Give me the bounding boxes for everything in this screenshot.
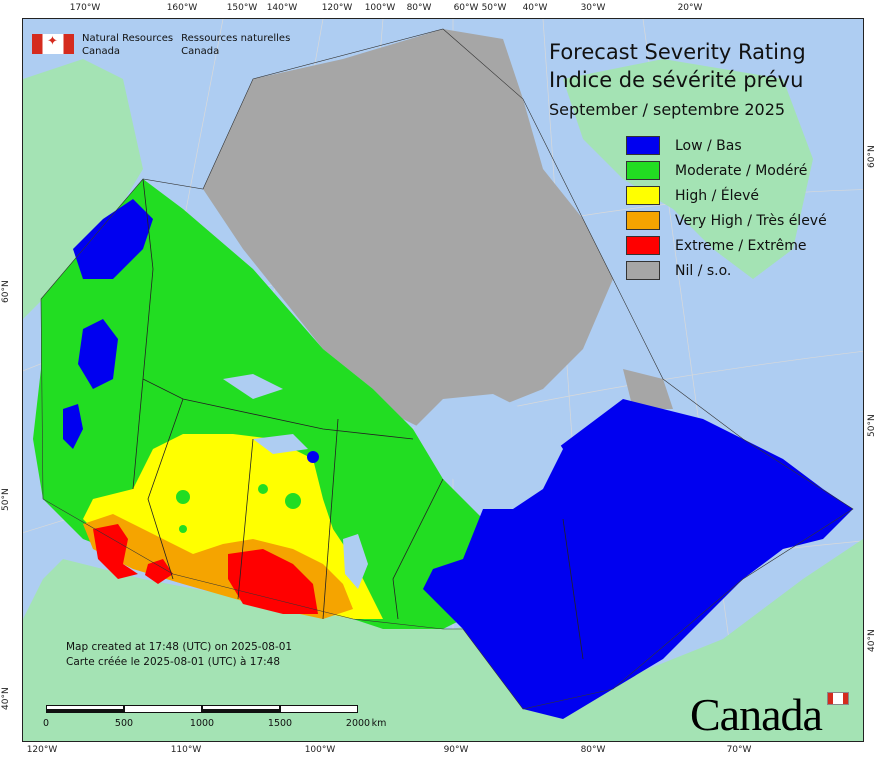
legend-item: Very High / Très élevé — [626, 208, 827, 233]
scale-segment — [124, 705, 202, 713]
map-title-period: September / septembre 2025 — [549, 100, 786, 119]
legend-item: Moderate / Modéré — [626, 158, 827, 183]
canada-outline — [40, 28, 854, 710]
alaska-land — [23, 59, 143, 319]
scale-segment-fill — [46, 709, 124, 713]
bottom-tick-label: 110°W — [170, 745, 202, 755]
creation-note-fr: Carte créée le 2025-08-01 (UTC) à 17:48 — [66, 656, 281, 668]
province-borders — [132, 178, 584, 660]
greenland-land — [563, 59, 813, 279]
map-title-en: Forecast Severity Rating — [549, 40, 806, 64]
legend-swatch-low — [626, 136, 660, 155]
map-title-fr: Indice de sévérité prévu — [549, 68, 804, 92]
left-tick-label: 60°N — [1, 280, 11, 303]
legend-label: Extreme / Extrême — [675, 237, 807, 254]
scale-bar: 0 500 1000 1500 2000 km — [42, 705, 386, 730]
top-tick-label: 170°W — [69, 3, 101, 13]
legend-swatch-very-high — [626, 211, 660, 230]
legend-label: Moderate / Modéré — [675, 162, 808, 179]
top-tick-label: 30°W — [580, 3, 606, 13]
top-tick-label: 150°W — [226, 3, 258, 13]
left-tick-label: 50°N — [1, 488, 11, 511]
top-tick-label: 80°W — [406, 3, 432, 13]
moderate-patch — [179, 525, 187, 533]
legend-item: Extreme / Extrême — [626, 233, 827, 258]
legend-swatch-extreme — [626, 236, 660, 255]
great-bear-lake — [223, 374, 283, 399]
map-title-block: Forecast Severity Rating Indice de sévér… — [549, 38, 806, 124]
agency-name-en: Natural Resources Canada — [82, 32, 173, 58]
legend-swatch-nil — [626, 261, 660, 280]
usa-land — [23, 539, 863, 741]
top-tick-label: 100°W — [364, 3, 396, 13]
bottom-tick-label: 100°W — [304, 745, 336, 755]
scale-unit: km — [371, 718, 387, 729]
top-tick-label: 60°W — [453, 3, 479, 13]
legend-label: Very High / Très élevé — [675, 212, 827, 229]
low-region-yukon — [73, 199, 153, 279]
right-tick-label: 50°N — [867, 414, 877, 437]
legend-label: High / Élevé — [675, 187, 760, 204]
extreme-region-se-bc — [145, 559, 173, 584]
legend-item: Nil / s.o. — [626, 258, 827, 283]
bottom-tick-label: 90°W — [443, 745, 469, 755]
right-tick-label: 40°N — [867, 629, 877, 652]
top-tick-label: 20°W — [677, 3, 703, 13]
bottom-tick-label: 80°W — [580, 745, 606, 755]
scale-label: 1000 — [189, 718, 215, 729]
creation-note: Map created at 17:48 (UTC) on 2025-08-01… — [66, 640, 292, 670]
canada-wordmark: Canada — [690, 689, 823, 740]
scale-label: 0 — [42, 718, 50, 729]
agency-name-fr: Ressources naturelles Canada — [181, 32, 290, 58]
legend-label: Nil / s.o. — [675, 262, 732, 279]
moderate-patch — [285, 493, 301, 509]
agency-name-en-line1: Natural Resources — [82, 33, 174, 44]
legend-item: High / Élevé — [626, 183, 827, 208]
top-tick-label: 140°W — [266, 3, 298, 13]
wordmark-flag-icon — [827, 692, 849, 705]
legend-swatch-high — [626, 186, 660, 205]
hudson-bay — [413, 394, 563, 509]
top-tick-label: 120°W — [321, 3, 353, 13]
great-slave-lake — [253, 434, 308, 454]
nil-north-region — [203, 29, 613, 439]
agency-name-fr-line2: Canada — [181, 46, 220, 57]
lake-winnipeg — [343, 534, 368, 589]
top-tick-label: 50°W — [481, 3, 507, 13]
right-tick-label: 60°N — [867, 145, 877, 168]
scale-segment — [280, 705, 358, 713]
legend-label: Low / Bas — [675, 137, 742, 154]
scale-label: 2000 — [345, 718, 371, 729]
extreme-region-prairies — [228, 549, 318, 614]
legend-item: Low / Bas — [626, 133, 827, 158]
extreme-region-bc — [93, 524, 138, 579]
map-frame — [22, 18, 864, 742]
bottom-tick-label: 70°W — [726, 745, 752, 755]
top-tick-label: 40°W — [522, 3, 548, 13]
top-tick-label: 160°W — [166, 3, 198, 13]
low-region-bc-north — [78, 319, 118, 389]
scale-label: 1500 — [267, 718, 293, 729]
scale-segment-fill — [202, 709, 280, 713]
moderate-patch — [258, 484, 268, 494]
agency-name-fr-line1: Ressources naturelles — [181, 33, 291, 44]
moderate-patch — [176, 490, 190, 504]
creation-note-en: Map created at 17:48 (UTC) on 2025-08-01 — [66, 641, 293, 653]
low-patch — [307, 451, 319, 463]
legend-swatch-moderate — [626, 161, 660, 180]
left-tick-label: 40°N — [1, 687, 11, 710]
low-region-bc-coast — [63, 404, 83, 449]
canada-flag-icon — [32, 34, 74, 54]
scale-label: 500 — [114, 718, 134, 729]
bottom-tick-label: 120°W — [26, 745, 58, 755]
agency-name-en-line2: Canada — [82, 46, 121, 57]
map-canvas — [23, 19, 863, 741]
nil-labrador-tip — [623, 369, 673, 409]
legend: Low / Bas Moderate / Modéré High / Élevé… — [626, 133, 827, 283]
agency-signature: Natural Resources Canada Ressources natu… — [32, 32, 290, 58]
